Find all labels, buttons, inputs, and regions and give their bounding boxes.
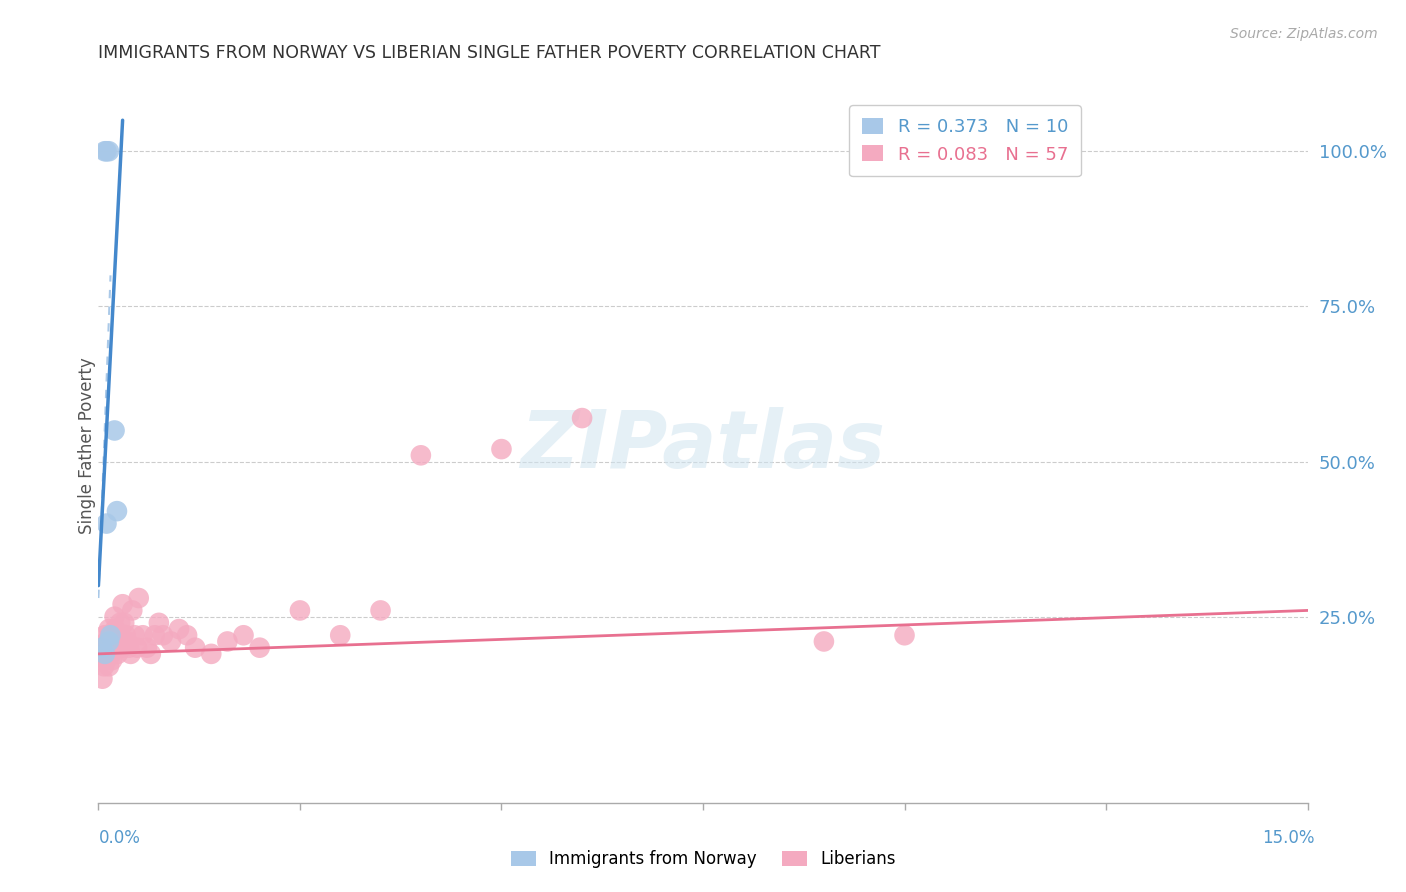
Point bbox=[217, 634, 239, 648]
Point bbox=[96, 145, 118, 159]
Point bbox=[98, 628, 121, 642]
Point bbox=[103, 424, 125, 438]
Point bbox=[97, 634, 120, 648]
Text: 15.0%: 15.0% bbox=[1263, 829, 1315, 847]
Point bbox=[128, 591, 150, 605]
Point bbox=[94, 145, 117, 159]
Point bbox=[118, 640, 141, 655]
Point bbox=[105, 504, 128, 518]
Point bbox=[152, 628, 174, 642]
Point bbox=[139, 647, 162, 661]
Point bbox=[112, 615, 135, 630]
Point bbox=[184, 640, 207, 655]
Point bbox=[288, 603, 311, 617]
Point bbox=[100, 647, 122, 661]
Point bbox=[111, 597, 134, 611]
Point bbox=[101, 653, 124, 667]
Point bbox=[813, 634, 835, 648]
Point bbox=[103, 609, 125, 624]
Point bbox=[97, 622, 120, 636]
Point bbox=[132, 628, 155, 642]
Point bbox=[127, 640, 149, 655]
Point bbox=[97, 145, 120, 159]
Point bbox=[94, 647, 117, 661]
Point bbox=[100, 634, 122, 648]
Point bbox=[103, 628, 125, 642]
Point bbox=[105, 640, 128, 655]
Point bbox=[91, 640, 114, 655]
Point bbox=[100, 628, 122, 642]
Text: Source: ZipAtlas.com: Source: ZipAtlas.com bbox=[1230, 27, 1378, 41]
Point bbox=[893, 628, 915, 642]
Point bbox=[96, 516, 118, 531]
Point bbox=[571, 411, 593, 425]
Point bbox=[97, 640, 120, 655]
Point bbox=[107, 647, 129, 661]
Point bbox=[93, 659, 115, 673]
Point bbox=[105, 634, 128, 648]
Point bbox=[96, 634, 118, 648]
Point bbox=[108, 615, 131, 630]
Point bbox=[96, 653, 118, 667]
Point bbox=[117, 634, 139, 648]
Point bbox=[167, 622, 190, 636]
Point bbox=[94, 628, 117, 642]
Point bbox=[232, 628, 254, 642]
Point bbox=[97, 659, 120, 673]
Point bbox=[111, 640, 134, 655]
Point bbox=[160, 634, 183, 648]
Point bbox=[91, 640, 114, 655]
Legend: Immigrants from Norway, Liberians: Immigrants from Norway, Liberians bbox=[503, 844, 903, 875]
Legend: R = 0.373   N = 10, R = 0.083   N = 57: R = 0.373 N = 10, R = 0.083 N = 57 bbox=[849, 105, 1081, 177]
Point bbox=[143, 628, 166, 642]
Text: 0.0%: 0.0% bbox=[98, 829, 141, 847]
Point bbox=[104, 622, 127, 636]
Point bbox=[101, 640, 124, 655]
Point bbox=[491, 442, 513, 456]
Point bbox=[370, 603, 392, 617]
Point bbox=[91, 672, 114, 686]
Point bbox=[135, 640, 157, 655]
Point bbox=[124, 628, 146, 642]
Point bbox=[94, 647, 117, 661]
Text: IMMIGRANTS FROM NORWAY VS LIBERIAN SINGLE FATHER POVERTY CORRELATION CHART: IMMIGRANTS FROM NORWAY VS LIBERIAN SINGL… bbox=[98, 45, 882, 62]
Y-axis label: Single Father Poverty: Single Father Poverty bbox=[79, 358, 96, 534]
Point bbox=[329, 628, 352, 642]
Point bbox=[120, 647, 142, 661]
Point bbox=[90, 653, 112, 667]
Point bbox=[107, 628, 129, 642]
Point bbox=[409, 448, 432, 462]
Point bbox=[148, 615, 170, 630]
Point bbox=[200, 647, 222, 661]
Point bbox=[114, 628, 136, 642]
Point bbox=[249, 640, 271, 655]
Point bbox=[121, 603, 143, 617]
Text: ZIPatlas: ZIPatlas bbox=[520, 407, 886, 485]
Point bbox=[176, 628, 198, 642]
